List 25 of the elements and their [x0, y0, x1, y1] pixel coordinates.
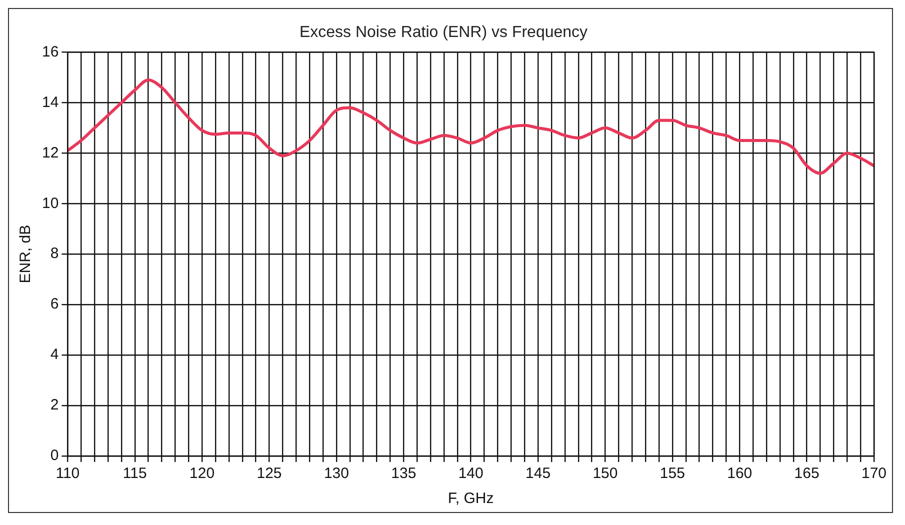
- x-tick-label: 145: [526, 465, 551, 482]
- y-tick-label: 6: [50, 296, 59, 313]
- y-tick-label: 12: [42, 144, 59, 162]
- x-tick-label: 160: [727, 465, 752, 482]
- y-tick-label: 10: [42, 194, 59, 212]
- chart-title: Excess Noise Ratio (ENR) vs Frequency: [299, 24, 588, 42]
- y-tick-label: 8: [50, 245, 59, 262]
- y-tick-label: 4: [50, 346, 59, 364]
- y-tick-label: 16: [42, 43, 59, 60]
- x-tick-label: 130: [324, 465, 349, 482]
- y-axis-title: ENR, dB: [17, 224, 34, 284]
- x-tick-label: 115: [122, 465, 147, 482]
- y-tick-label: 2: [50, 396, 59, 414]
- x-tick-label: 140: [458, 465, 484, 482]
- x-tick-label: 135: [391, 465, 416, 482]
- x-tick-label: 125: [256, 465, 282, 482]
- x-axis-title: F, GHz: [448, 490, 494, 508]
- x-tick-label: 110: [56, 465, 80, 482]
- x-tick-label: 155: [660, 465, 685, 482]
- x-tick-label: 120: [190, 465, 215, 482]
- x-tick-label: 150: [592, 465, 618, 482]
- y-tick-label: 0: [50, 447, 59, 464]
- x-tick-label: 165: [794, 465, 820, 482]
- y-tick-label: 14: [42, 94, 59, 111]
- x-tick-label: 170: [861, 465, 887, 482]
